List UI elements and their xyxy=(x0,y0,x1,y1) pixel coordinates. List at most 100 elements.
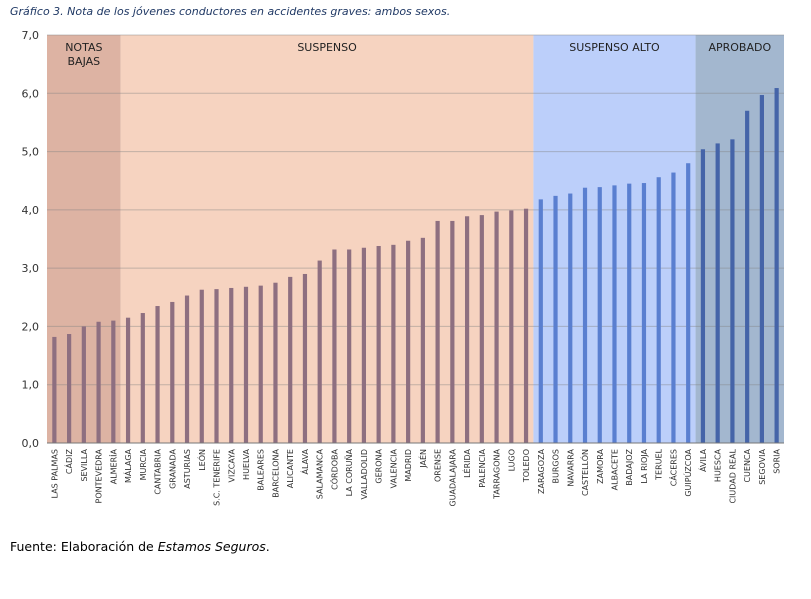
bar xyxy=(450,220,455,443)
x-tick-label: LA CORUÑA xyxy=(344,448,354,496)
bar xyxy=(243,286,249,443)
x-tick-label: BARCELONA xyxy=(271,448,280,497)
bar-chart: 0,0 1,0 2,0 3,0 4,0 5,0 6,0 7,0 LAS PALMAS CÁDIZ S… xyxy=(22,29,784,507)
x-tick-label: ÁLAVA xyxy=(299,448,310,474)
bar xyxy=(538,199,543,443)
x-tick-label: CUENCA xyxy=(743,448,752,482)
bar xyxy=(523,208,529,443)
x-tick-label: TOLEDO xyxy=(522,449,531,483)
bar xyxy=(155,306,160,443)
bar xyxy=(759,95,764,443)
x-tick-label: CÁCERES xyxy=(667,449,678,486)
x-tick-label: ZARAGOZA xyxy=(537,448,546,493)
bar xyxy=(494,211,499,443)
x-tick-label: S.C. TENERIFE xyxy=(213,449,222,506)
x-tick-label: CÓRDOBA xyxy=(328,448,339,489)
bar xyxy=(184,295,190,443)
x-tick-label: CIUDAD REAL xyxy=(728,448,737,503)
x-tick-label: GRANADA xyxy=(168,448,177,488)
bar xyxy=(641,183,647,443)
bar xyxy=(420,237,425,443)
source-suffix: . xyxy=(265,539,270,554)
bar xyxy=(81,326,86,443)
y-tick-label: 0,0 xyxy=(22,437,40,450)
x-tick-label: ALICANTE xyxy=(286,449,295,488)
x-tick-label: BURGOS xyxy=(552,449,561,483)
bar xyxy=(67,334,72,443)
y-tick-label: 7,0 xyxy=(22,29,40,42)
bar xyxy=(656,177,661,443)
x-tick-label: MADRID xyxy=(404,449,413,482)
bar xyxy=(700,149,706,444)
bar xyxy=(332,249,337,443)
bar xyxy=(96,321,101,443)
source-prefix: Fuente: Elaboración de xyxy=(10,539,158,554)
source-emphasis: Estamos Seguros xyxy=(157,539,266,554)
bar xyxy=(361,247,367,443)
zone-background xyxy=(695,35,784,443)
x-tick-label: CASTELLÓN xyxy=(579,449,590,496)
source-note: Fuente: Elaboración de Estamos Seguros. xyxy=(10,539,270,554)
x-tick-label: SALAMANCA xyxy=(316,448,325,499)
zone-label: SUSPENSO ALTO xyxy=(569,41,660,54)
x-tick-label: TERUEL xyxy=(655,448,664,480)
x-tick-label: GUIPÚZCOA xyxy=(682,448,693,496)
bar xyxy=(229,287,234,443)
x-tick-label: LAS PALMAS xyxy=(50,449,59,498)
bar xyxy=(568,193,573,443)
bar xyxy=(627,183,632,443)
x-tick-label: SEGOVIA xyxy=(758,448,767,484)
x-tick-label: ORENSE xyxy=(434,449,443,482)
x-tick-label: HUESCA xyxy=(714,448,723,482)
bar xyxy=(582,187,588,443)
x-tick-label: CANTABRIA xyxy=(154,448,163,494)
y-tick-label: 2,0 xyxy=(22,320,40,333)
bar xyxy=(52,336,57,443)
bar xyxy=(612,185,617,443)
y-tick-label: 3,0 xyxy=(22,262,40,275)
y-tick-label: 5,0 xyxy=(22,146,40,159)
x-tick-label: CÁDIZ xyxy=(63,448,74,474)
bar xyxy=(686,163,691,443)
x-tick-label: ZAMORA xyxy=(596,448,605,483)
bar xyxy=(317,260,322,443)
bar xyxy=(745,110,750,444)
bar xyxy=(406,240,411,443)
bar xyxy=(288,276,293,443)
zone-label: APROBADO xyxy=(708,41,771,54)
bar xyxy=(140,313,145,443)
zone-label: NOTAS xyxy=(65,41,102,54)
x-tick-label: JAÉN xyxy=(417,449,428,469)
bar xyxy=(125,317,131,443)
zone-label: SUSPENSO xyxy=(297,41,357,54)
zone-label: BAJAS xyxy=(68,55,101,68)
bar xyxy=(111,320,116,443)
x-tick-label: LÉRIDA xyxy=(461,448,472,477)
bar xyxy=(715,143,720,443)
bar xyxy=(302,273,308,443)
bar xyxy=(170,301,175,443)
bar xyxy=(273,282,278,443)
bar xyxy=(479,215,484,443)
axis-layer: 0,0 1,0 2,0 3,0 4,0 5,0 6,0 7,0 LAS PALMAS CÁDIZ S… xyxy=(22,29,784,507)
bars-layer xyxy=(52,88,779,444)
x-tick-label: SEVILLA xyxy=(80,448,89,481)
y-tick-label: 4,0 xyxy=(22,204,40,217)
x-tick-label: LEÓN xyxy=(196,449,207,471)
bar xyxy=(509,210,514,443)
x-tick-label: ASTURIAS xyxy=(183,449,192,489)
bar xyxy=(553,195,558,443)
zone-background xyxy=(120,35,534,443)
x-tick-label: MÁLAGA xyxy=(122,448,133,483)
x-tick-label: TARRAGONA xyxy=(493,448,502,499)
bar xyxy=(376,245,381,443)
x-tick-label: GUADALAJARA xyxy=(448,448,457,506)
bar xyxy=(435,220,440,443)
bar xyxy=(347,249,352,443)
x-tick-label: LA RIOJA xyxy=(640,448,649,483)
x-tick-label: ALBACETE xyxy=(610,449,619,490)
x-tick-label: NAVARRA xyxy=(566,448,575,486)
bar xyxy=(730,139,735,443)
bar xyxy=(774,88,779,443)
